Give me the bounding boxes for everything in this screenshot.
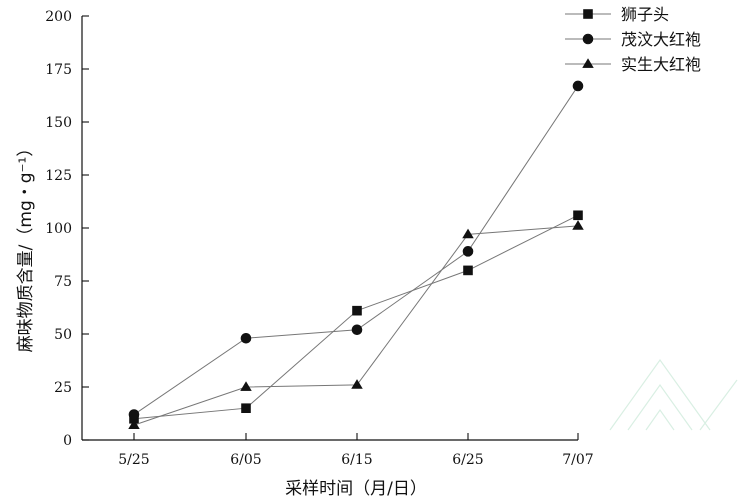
legend-marker <box>582 58 594 68</box>
data-point-3-1 <box>128 419 140 430</box>
data-point-1-4 <box>463 265 473 276</box>
data-point-2-2 <box>240 332 252 344</box>
x-tick-label: 7/07 <box>562 452 593 468</box>
x-tick-label: 6/05 <box>230 452 261 468</box>
data-point-3-2 <box>240 381 252 391</box>
legend-label: 茂汶大红袍 <box>621 30 701 49</box>
watermark-decoration <box>609 358 738 431</box>
data-point-2-3 <box>351 324 363 336</box>
legend-marker <box>583 9 593 19</box>
y-tick-label: 100 <box>45 221 72 237</box>
series-layer <box>128 80 584 430</box>
data-point-3-4 <box>462 228 474 239</box>
data-point-2-1 <box>128 409 140 420</box>
legend-marker <box>582 33 594 45</box>
data-point-2-5 <box>572 80 584 92</box>
watermark-shape <box>609 358 738 431</box>
y-tick-label: 175 <box>45 62 72 78</box>
legend-label: 狮子头 <box>621 5 669 24</box>
data-point-3-3 <box>351 379 363 389</box>
y-axis-label: 麻味物质含量/（mg・g⁻¹） <box>16 140 36 353</box>
series-1 <box>129 210 583 424</box>
axes: 0 25 50 75 100 125 150 175 200 5/25 6/05 6/15 6/25 7/… <box>45 9 593 468</box>
data-point-1-3 <box>352 305 362 316</box>
x-tick-label: 5/25 <box>118 452 149 468</box>
y-tick-label: 25 <box>54 380 72 396</box>
legend-label: 实生大红袍 <box>621 55 701 74</box>
legend-item-3: 实生大红袍 <box>565 55 701 74</box>
y-tick-label: 125 <box>45 168 72 184</box>
legend-item-2: 茂汶大红袍 <box>565 30 701 49</box>
x-axis-label: 采样时间（月/日） <box>285 479 427 499</box>
y-tick-label: 200 <box>45 9 72 25</box>
x-tick-label: 6/15 <box>341 452 372 468</box>
data-point-1-2 <box>241 403 251 414</box>
series-2 <box>128 80 584 420</box>
data-point-3-5 <box>572 220 584 230</box>
data-point-1-5 <box>573 210 583 221</box>
y-tick-label: 0 <box>63 433 72 449</box>
y-tick-label: 50 <box>54 327 72 343</box>
legend-item-1: 狮子头 <box>565 5 669 24</box>
data-point-2-4 <box>462 246 474 257</box>
y-tick-label: 75 <box>54 274 72 290</box>
series-3 <box>128 220 584 430</box>
y-tick-label: 150 <box>45 115 72 131</box>
x-tick-label: 6/25 <box>452 452 483 468</box>
series-line-2 <box>133 85 579 415</box>
